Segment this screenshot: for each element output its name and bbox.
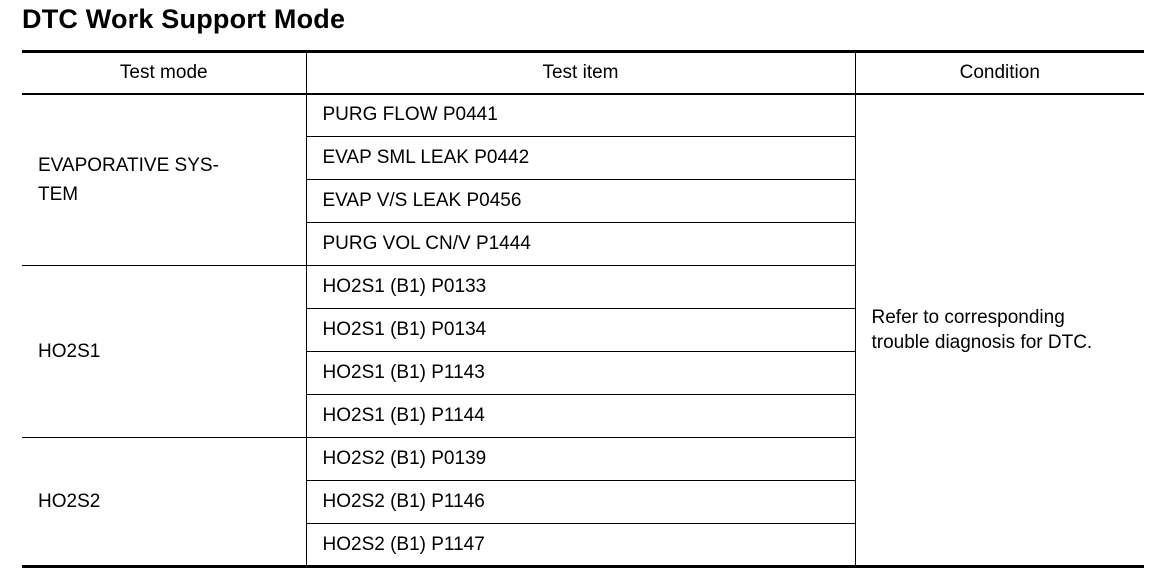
header-test-mode: Test mode [22,50,306,95]
table-row: HO2S1 (B1) P1143 [22,351,1144,395]
test-item-cell: PURG FLOW P0441 [305,93,855,137]
table-row: PURG VOL CN/V P1444 [22,222,1144,266]
header-test-item: Test item [305,50,855,95]
header-condition: Condition [854,50,1144,95]
test-item-cell: HO2S2 (B1) P1147 [305,523,855,568]
test-item-cell: PURG VOL CN/V P1444 [305,222,855,266]
test-mode-cell: EVAPORATIVE SYS- TEM [22,93,306,266]
table-row: HO2S1 HO2S1 (B1) P0133 [22,265,1144,438]
test-item-cell: EVAP SML LEAK P0442 [305,136,855,180]
test-mode-cell: HO2S1 [22,265,306,438]
condition-cell: Refer to corresponding trouble diagnosis… [854,93,1144,568]
test-item-cell: HO2S1 (B1) P1143 [305,351,855,395]
page-title: DTC Work Support Mode [22,4,346,34]
table-row: HO2S2 (B1) P1146 [22,480,1144,524]
header-row: Test mode Test item Condition [22,50,1144,95]
table-row: HO2S2 HO2S2 (B1) P0139 [22,437,1144,568]
test-item-cell: HO2S2 (B1) P1146 [305,480,855,524]
test-item-cell: EVAP V/S LEAK P0456 [305,179,855,223]
test-item-cell: HO2S2 (B1) P0139 [305,437,855,481]
test-item-cell: HO2S1 (B1) P1144 [305,394,855,438]
dtc-work-support-table: Test mode Test item Condition EVAPORATIV… [22,50,1144,568]
table-row: HO2S2 (B1) P1147 [22,523,1144,568]
table-row: EVAP SML LEAK P0442 [22,136,1144,180]
table-row: EVAPORATIVE SYS- TEM PURG FLOW P0441 Refer… [22,93,1144,568]
table-row: EVAP V/S LEAK P0456 [22,179,1144,223]
test-item-cell: HO2S1 (B1) P0134 [305,308,855,352]
table-row: HO2S1 (B1) P0134 [22,308,1144,352]
test-item-cell: HO2S1 (B1) P0133 [305,265,855,309]
test-mode-cell: HO2S2 [22,437,306,568]
table-row: HO2S1 (B1) P1144 [22,394,1144,438]
